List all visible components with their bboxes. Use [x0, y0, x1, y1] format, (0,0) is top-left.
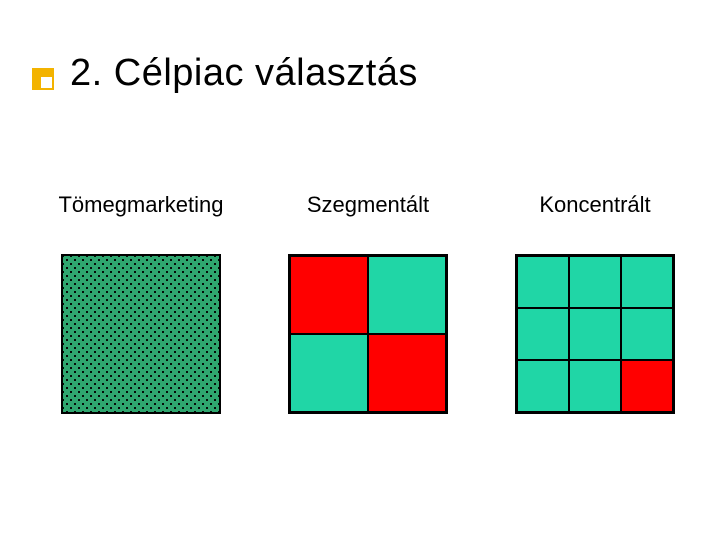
grid-cell: [621, 308, 673, 360]
grid-cell: [290, 334, 368, 412]
title-block: 2. Célpiac választás: [32, 52, 418, 95]
grid-cell: [621, 256, 673, 308]
slide: 2. Célpiac választás Tömegmarketing Szeg…: [0, 0, 720, 540]
grid-cell: [368, 256, 446, 334]
grid-cell: [517, 308, 569, 360]
label-segmented: Szegmentált: [307, 192, 429, 218]
columns: Tömegmarketing Szegmentált Koncentrált: [36, 192, 700, 414]
label-mass: Tömegmarketing: [58, 192, 223, 218]
grid-cell: [569, 256, 621, 308]
label-concentrated: Koncentrált: [539, 192, 650, 218]
grid-cell: [621, 360, 673, 412]
grid-cell: [517, 256, 569, 308]
col-concentrated: Koncentrált: [490, 192, 700, 414]
col-segmented: Szegmentált: [263, 192, 473, 414]
grid-cell: [517, 360, 569, 412]
diagram-segmented: [288, 254, 448, 414]
slide-title: 2. Célpiac választás: [70, 52, 418, 95]
diagram-mass: [61, 254, 221, 414]
grid-cell: [569, 360, 621, 412]
grid-cell: [569, 308, 621, 360]
col-mass: Tömegmarketing: [36, 192, 246, 414]
title-bullet-icon: [32, 68, 54, 90]
diagram-concentrated: [515, 254, 675, 414]
grid-cell: [368, 334, 446, 412]
grid-cell: [290, 256, 368, 334]
